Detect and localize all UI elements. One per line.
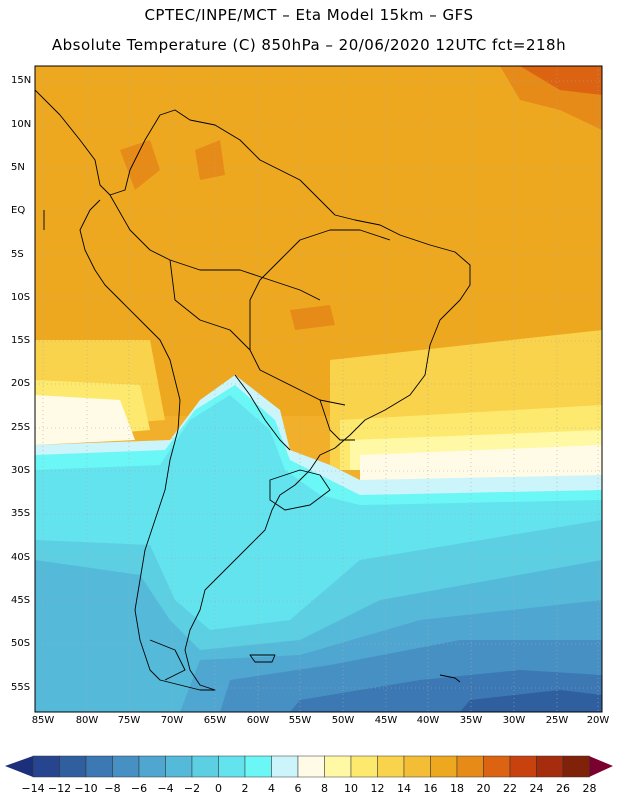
- colorbar-label: 24: [529, 782, 544, 795]
- lon-label-25w: 25W: [545, 715, 569, 726]
- lat-label-25s: 25S: [11, 422, 31, 433]
- lat-label-5s: 5S: [11, 249, 24, 260]
- colorbar-box: [244, 755, 272, 778]
- colorbar-box: [59, 755, 87, 778]
- lon-label-80w: 80W: [75, 715, 99, 726]
- colorbar-label: 10: [344, 782, 358, 795]
- colorbar-label: 28: [582, 782, 597, 795]
- lat-label-30s: 30S: [11, 465, 31, 476]
- lat-label-35s: 35S: [11, 508, 31, 519]
- map-title-line1: CPTEC/INPE/MCT – Eta Model 15km – GFS: [144, 6, 474, 24]
- colorbar-box: [562, 755, 590, 778]
- lon-label-60w: 60W: [246, 715, 270, 726]
- colorbar-label: 26: [556, 782, 570, 795]
- lon-label-85w: 85W: [31, 715, 55, 726]
- colorbar-label: 0: [215, 782, 222, 795]
- colorbar-box: [377, 755, 405, 778]
- colorbar-label: 16: [423, 782, 438, 795]
- colorbar-label: 2: [241, 782, 249, 795]
- colorbar-box: [536, 755, 564, 778]
- colorbar-label: 6: [294, 782, 302, 795]
- lon-label-75w: 75W: [117, 715, 141, 726]
- colorbar-box: [32, 755, 60, 778]
- colorbar-label: 14: [397, 782, 411, 795]
- lon-label-20w: 20W: [586, 715, 610, 726]
- colorbar-box: [403, 755, 431, 778]
- lon-label-65w: 65W: [203, 715, 227, 726]
- colorbar-label: −8: [104, 782, 121, 795]
- colorbar-box: [191, 755, 219, 778]
- lat-label-15s: 15S: [11, 335, 31, 346]
- colorbar-box: [509, 755, 537, 778]
- colorbar-box: [112, 755, 140, 778]
- lon-label-55w: 55W: [288, 715, 312, 726]
- colorbar-label: −4: [157, 782, 174, 795]
- colorbar-box: [350, 755, 378, 778]
- lon-label-45w: 45W: [374, 715, 398, 726]
- colorbar-box: [430, 755, 458, 778]
- colorbar-label: 18: [450, 782, 464, 795]
- colorbar-label: −14: [21, 782, 45, 795]
- colorbar-over-arrow: [589, 756, 613, 777]
- lat-label-15n: 15N: [11, 75, 32, 86]
- colorbar-box: [271, 755, 299, 778]
- colorbar-box: [165, 755, 193, 778]
- colorbar-box: [218, 755, 246, 778]
- lat-label-5n: 5N: [11, 162, 25, 173]
- color-legend: [5, 755, 613, 778]
- colorbar-label: −12: [47, 782, 72, 795]
- colorbar-label: 22: [503, 782, 517, 795]
- colorbar-box: [324, 755, 352, 778]
- lat-label-10n: 10N: [11, 119, 32, 130]
- lon-label-70w: 70W: [160, 715, 184, 726]
- lat-label-50s: 50S: [11, 638, 31, 649]
- lat-label-45s: 45S: [11, 595, 31, 606]
- colorbar-box: [85, 755, 113, 778]
- colorbar-label: −2: [183, 782, 201, 795]
- lon-label-30w: 30W: [502, 715, 526, 726]
- colorbar-label: −10: [74, 782, 98, 795]
- lat-label-20s: 20S: [11, 378, 31, 389]
- colorbar-under-arrow: [5, 756, 33, 777]
- colorbar-label: 8: [321, 782, 328, 795]
- lat-label-eq: EQ: [11, 205, 26, 216]
- lat-label-55s: 55S: [11, 682, 31, 693]
- lon-label-50w: 50W: [331, 715, 355, 726]
- lon-label-40w: 40W: [416, 715, 440, 726]
- map-title-line2: Absolute Temperature (C) 850hPa – 20/06/…: [51, 36, 567, 54]
- lat-label-40s: 40S: [11, 552, 31, 563]
- colorbar-box: [297, 755, 325, 778]
- colorbar-box: [483, 755, 511, 778]
- colorbar-label: −6: [130, 782, 148, 795]
- colorbar-box: [456, 755, 484, 778]
- colorbar-box: [138, 755, 166, 778]
- lat-label-10s: 10S: [11, 292, 31, 303]
- colorbar-label: 20: [476, 782, 491, 795]
- colorbar-label: 12: [370, 782, 385, 795]
- colorbar-label: 4: [268, 782, 275, 795]
- lon-label-35w: 35W: [459, 715, 483, 726]
